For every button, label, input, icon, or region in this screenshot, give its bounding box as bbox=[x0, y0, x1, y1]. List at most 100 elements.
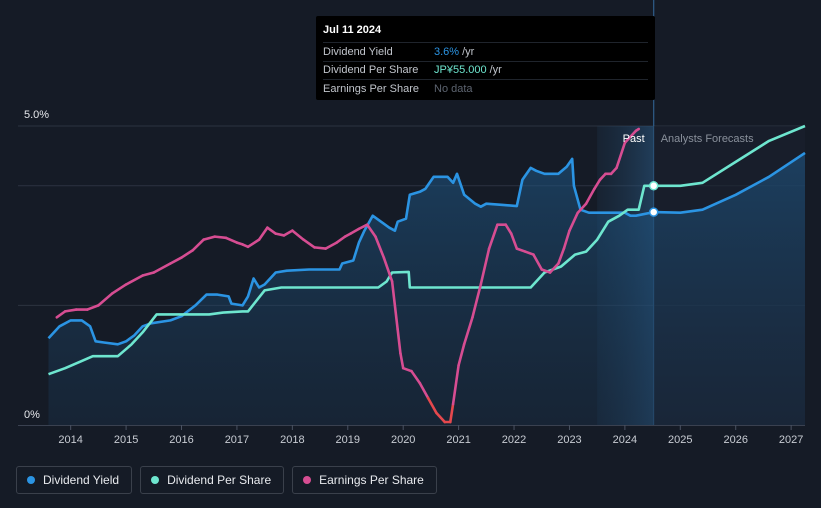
earnings-per-share-segment bbox=[191, 238, 205, 252]
x-tick-label: 2021 bbox=[446, 434, 470, 446]
earnings-per-share-segment bbox=[410, 369, 422, 385]
legend-label: Dividend Per Share bbox=[167, 473, 272, 487]
legend-dot-icon bbox=[27, 476, 35, 484]
tooltip-row-dividend-yield: Dividend Yield 3.6% /yr bbox=[323, 42, 648, 61]
earnings-per-share-segment bbox=[152, 262, 172, 274]
tooltip-value: 3.6% bbox=[434, 45, 460, 58]
earnings-per-share-segment bbox=[282, 229, 294, 237]
earnings-per-share-segment bbox=[313, 246, 327, 250]
earnings-per-share-segment bbox=[562, 229, 571, 250]
tooltip-label: Dividend Per Share bbox=[323, 64, 419, 77]
legend-dot-icon bbox=[151, 476, 160, 484]
earnings-per-share-segment bbox=[324, 241, 338, 250]
label-layer: 5.0% 0% 2014 2015 2016 2017 2018 2019 2020 2021 20… bbox=[24, 109, 803, 446]
earnings-per-share-segment bbox=[598, 172, 607, 182]
area-layer bbox=[48, 152, 805, 425]
earnings-per-share-segment bbox=[349, 227, 361, 235]
earnings-per-share-segment bbox=[504, 223, 513, 235]
earnings-per-share-segment bbox=[515, 247, 527, 253]
earnings-per-share-segment bbox=[302, 238, 316, 249]
earnings-per-share-segment bbox=[449, 402, 455, 424]
earnings-per-share-segment bbox=[532, 253, 544, 271]
tooltip-label: Earnings Per Share bbox=[323, 82, 419, 95]
earnings-per-share-segment bbox=[462, 316, 474, 346]
earnings-per-share-segment bbox=[202, 235, 217, 241]
x-tick-label: 2026 bbox=[723, 434, 747, 446]
past-label: Past bbox=[623, 133, 645, 145]
legend: Dividend Yield Dividend Per Share Earnin… bbox=[16, 466, 437, 494]
legend-label: Dividend Yield bbox=[43, 473, 120, 487]
x-tick-label: 2025 bbox=[668, 434, 692, 446]
earnings-per-share-segment bbox=[357, 223, 369, 231]
earnings-per-share-segment bbox=[180, 249, 194, 259]
earnings-per-share-segment bbox=[124, 274, 145, 286]
earnings-per-share-segment bbox=[609, 166, 618, 176]
tooltip-row-earnings-per-share: Earnings Per Share No data bbox=[323, 79, 648, 98]
y-tick-label: 0% bbox=[24, 409, 40, 421]
earnings-per-share-segment bbox=[399, 351, 405, 370]
earnings-per-share-segment bbox=[335, 235, 347, 244]
tooltip: Jul 11 2024 Dividend Yield 3.6% /yr Divi… bbox=[316, 16, 655, 100]
earnings-per-share-segment bbox=[85, 304, 100, 311]
earnings-per-share-segment bbox=[584, 187, 596, 206]
earnings-per-share-segment bbox=[274, 232, 286, 237]
earnings-per-share-segment bbox=[224, 236, 239, 244]
forecast-label: Analysts Forecasts bbox=[661, 133, 754, 145]
earnings-per-share-segment bbox=[457, 342, 466, 367]
legend-earnings-per-share[interactable]: Earnings Per Share bbox=[292, 466, 437, 494]
earnings-per-share-segment bbox=[509, 232, 519, 250]
tooltip-label: Dividend Yield bbox=[323, 45, 393, 58]
earnings-per-share-segment bbox=[401, 366, 413, 373]
earnings-per-share-segment bbox=[634, 127, 641, 133]
earnings-per-share-segment bbox=[435, 411, 447, 424]
earnings-per-share-segment bbox=[523, 250, 535, 256]
earnings-per-share-segment bbox=[110, 283, 128, 295]
earnings-per-share-segment bbox=[365, 223, 377, 238]
legend-dot-icon bbox=[303, 476, 312, 484]
earnings-per-share-segment bbox=[169, 256, 183, 265]
x-tick-label: 2024 bbox=[613, 434, 637, 446]
earnings-per-share-segment bbox=[246, 238, 261, 249]
earnings-per-share-segment bbox=[615, 141, 627, 170]
earnings-per-share-segment bbox=[382, 256, 394, 283]
earnings-per-share-segment bbox=[479, 247, 491, 286]
tooltip-unit: /yr bbox=[462, 45, 475, 58]
earnings-per-share-segment bbox=[451, 363, 460, 406]
legend-dividend-per-share[interactable]: Dividend Per Share bbox=[140, 466, 285, 494]
dividend-yield-area bbox=[48, 152, 805, 425]
earnings-per-share-segment bbox=[540, 268, 552, 274]
dividend-per-share-line bbox=[48, 124, 806, 376]
tooltip-row-dividend-per-share: Dividend Per Share JP¥55.000 /yr bbox=[323, 60, 648, 80]
earnings-per-share-segment bbox=[213, 235, 228, 240]
earnings-per-share-segment bbox=[568, 211, 580, 232]
earnings-per-share-segment bbox=[141, 271, 156, 277]
legend-label: Earnings Per Share bbox=[319, 473, 424, 487]
line-layer bbox=[47, 124, 806, 424]
x-tick-label: 2023 bbox=[557, 434, 581, 446]
x-tick-label: 2019 bbox=[336, 434, 360, 446]
legend-dividend-yield[interactable]: Dividend Yield bbox=[16, 466, 133, 494]
earnings-per-share-segment bbox=[426, 396, 438, 415]
earnings-per-share-segment bbox=[396, 328, 402, 355]
x-tick-label: 2014 bbox=[58, 434, 82, 446]
earnings-per-share-segment bbox=[548, 262, 560, 274]
tooltip-value: No data bbox=[434, 82, 473, 95]
x-tick-label: 2016 bbox=[169, 434, 193, 446]
earnings-per-share-segment bbox=[487, 223, 499, 250]
earnings-per-share-segment bbox=[471, 283, 483, 319]
earnings-per-share-segment bbox=[557, 247, 566, 265]
earnings-per-share-segment bbox=[55, 310, 67, 319]
earnings-per-share-segment bbox=[266, 226, 278, 235]
y-tick-label: 5.0% bbox=[24, 109, 49, 121]
earnings-per-share-segment bbox=[291, 229, 305, 241]
earnings-per-share-segment bbox=[63, 308, 78, 313]
tooltip-date: Jul 11 2024 bbox=[323, 24, 382, 36]
earnings-per-share-segment bbox=[374, 235, 386, 259]
earnings-per-share-segment bbox=[257, 226, 269, 241]
x-tick-label: 2015 bbox=[114, 434, 138, 446]
x-tick-label: 2017 bbox=[225, 434, 249, 446]
x-tick-label: 2027 bbox=[779, 434, 803, 446]
x-tick-label: 2022 bbox=[502, 434, 526, 446]
earnings-per-share-segment bbox=[418, 381, 430, 400]
